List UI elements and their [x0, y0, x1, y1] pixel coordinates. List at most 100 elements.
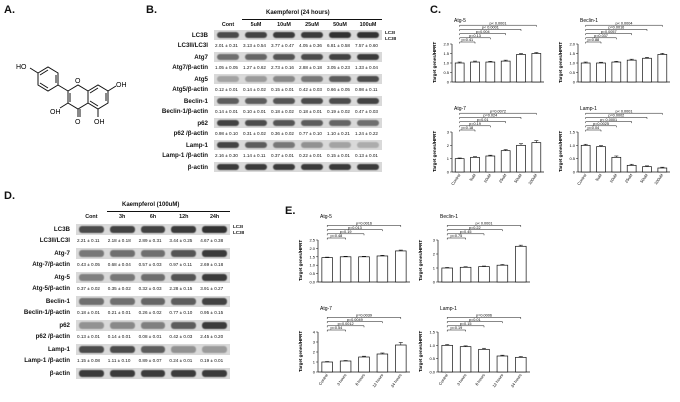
p-value-label: p=0.004: [476, 30, 490, 34]
b-band: [301, 142, 323, 148]
b-band: [301, 120, 323, 126]
x-tick-label: 100uM: [653, 173, 664, 186]
p-value-label: p=0.0049: [347, 318, 363, 322]
b-treatment-title: Kaempferol (24 hours): [266, 10, 330, 16]
b-band: [245, 164, 267, 170]
y-tick-label: 1.5: [569, 51, 575, 56]
p-value-label: p=0.22: [469, 226, 481, 230]
p-value-label: p=0.45: [460, 230, 472, 234]
b-row-label: p62: [197, 120, 208, 127]
d-quant-value: 0.26 ± 0.02: [138, 310, 162, 315]
structure-label-ring-o: O: [75, 78, 81, 85]
b-band: [245, 54, 267, 60]
b-blot-strip: [214, 140, 382, 150]
bar: [515, 245, 527, 283]
b-row-label: Atg5/β-actin: [172, 86, 208, 93]
bar: [459, 266, 472, 283]
b-band: [217, 142, 239, 148]
x-tick-label: 5uM: [594, 173, 603, 182]
b-band: [357, 76, 379, 82]
d-band: [109, 274, 135, 281]
d-timeline-line: [106, 211, 230, 212]
b-side-tag: LC3II: [385, 36, 397, 41]
bar: [478, 348, 490, 373]
b-quant-value: 0.22 ± 0.01: [299, 153, 322, 158]
x-tick-label: 5uM: [468, 173, 477, 182]
p-value-label: p=0.15: [460, 322, 472, 326]
d-quant-value: 0.21 ± 0.01: [107, 310, 131, 315]
p-value-label: p=0.037: [594, 34, 608, 38]
d-blot-strip: [76, 224, 230, 235]
bar: [470, 61, 480, 83]
x-tick-label: 12 hours: [371, 373, 384, 389]
b-band: [357, 164, 379, 170]
bar: [454, 62, 465, 83]
structure-label-oh-3: OH: [50, 109, 61, 116]
d-quant-value: 0.18 ± 0.01: [77, 310, 100, 315]
bar: [454, 158, 465, 173]
b-quant-value: 1.33 ± 0.04: [355, 65, 378, 70]
p-value-label: p=0.0016: [608, 26, 624, 30]
y-tick-label: 3: [447, 130, 450, 135]
x-tick-label: 25uM: [624, 173, 634, 184]
b-quant-value: 3.77 ± 0.47: [271, 43, 294, 48]
x-tick-label: Control: [438, 373, 450, 387]
d-quant-value: 2.45 ± 0.20: [200, 334, 224, 339]
panel-letter-e: E.: [285, 205, 296, 217]
b-band: [217, 54, 239, 60]
b-band: [329, 54, 351, 60]
y-tick-label: 0: [573, 170, 576, 175]
b-quant-value: 0.98 ± 0.11: [355, 87, 378, 92]
x-tick-label: Control: [318, 373, 330, 387]
d-blot-strip: [76, 248, 230, 259]
b-lane-header: 50uM: [333, 22, 347, 28]
b-band: [301, 164, 323, 170]
y-tick-label: 1.0: [429, 343, 435, 348]
d-band: [202, 370, 227, 377]
d-quant-value: 4.67 ± 0.38: [200, 238, 224, 243]
d-quant-value: 1.11 ± 0.10: [107, 358, 131, 363]
b-row-label: LC3B: [191, 32, 208, 39]
bar: [596, 146, 606, 173]
y-tick-label: 0: [447, 80, 450, 85]
bar: [459, 346, 472, 373]
y-tick-label: 1.0: [443, 61, 449, 66]
b-row-label: LC3II/LC3I: [177, 42, 208, 49]
d-side-tag: LC3II: [233, 230, 245, 235]
b-band: [329, 32, 351, 38]
d-lane-header: 12h: [179, 214, 189, 220]
b-band: [273, 76, 295, 82]
d-row-label: Atg-7/β-actin: [32, 261, 70, 268]
d-row-label: Beclin-1/β-actin: [23, 309, 70, 316]
bar: [376, 255, 389, 283]
p-value-label: p=0.0072: [490, 109, 506, 113]
bar-charts-panel-e: Atg-5 Target genes/HPRT 0.0 0.5 1.0 1.5 2.0 2.5…: [298, 214, 530, 388]
b-band: [245, 120, 267, 126]
p-value-label: p=0.0002: [608, 114, 624, 118]
y-tick-label: 1.0: [569, 143, 575, 148]
b-band: [329, 142, 351, 148]
panel-letter-a: A.: [4, 4, 15, 16]
d-band: [140, 250, 166, 257]
b-quant-value: 0.18 ± 0.01: [299, 109, 322, 114]
b-band: [357, 98, 379, 104]
panel-letter-b: B.: [146, 4, 157, 16]
b-row-label: Atg7: [194, 54, 208, 61]
chart-c-2: Beclin-1 Target genes/HPRT 0 0.5 1.0 1.5 2.0 p=…: [558, 18, 670, 85]
b-quant-value: 0.77 ± 0.10: [299, 131, 322, 136]
y-tick-label: 4: [313, 330, 316, 335]
b-quant-value: 0.19 ± 0.02: [327, 109, 350, 114]
y-tick-label: 0.5: [443, 70, 449, 75]
d-band: [79, 226, 104, 233]
d-treatment-title: Kaempferol (100uM): [122, 202, 180, 208]
p-value-label: p=0.013: [348, 226, 362, 230]
d-band: [202, 322, 227, 329]
d-band: [171, 274, 197, 281]
y-tick-label: 0: [573, 80, 576, 85]
chart-e-3: Atg-7 Target genes/HPRT 0 1 2 3 4 Control 3 hour…: [298, 306, 410, 388]
chart-e-1: Atg-5 Target genes/HPRT 0.0 0.5 1.0 1.5 2.0 2.5…: [298, 214, 410, 285]
d-quant-value: 1.15 ± 0.08: [77, 358, 100, 363]
chart-title: Atg-5: [454, 18, 466, 24]
y-axis-label: Target genes/HPRT: [418, 240, 423, 281]
p-value-label: p=0.13: [469, 34, 481, 38]
